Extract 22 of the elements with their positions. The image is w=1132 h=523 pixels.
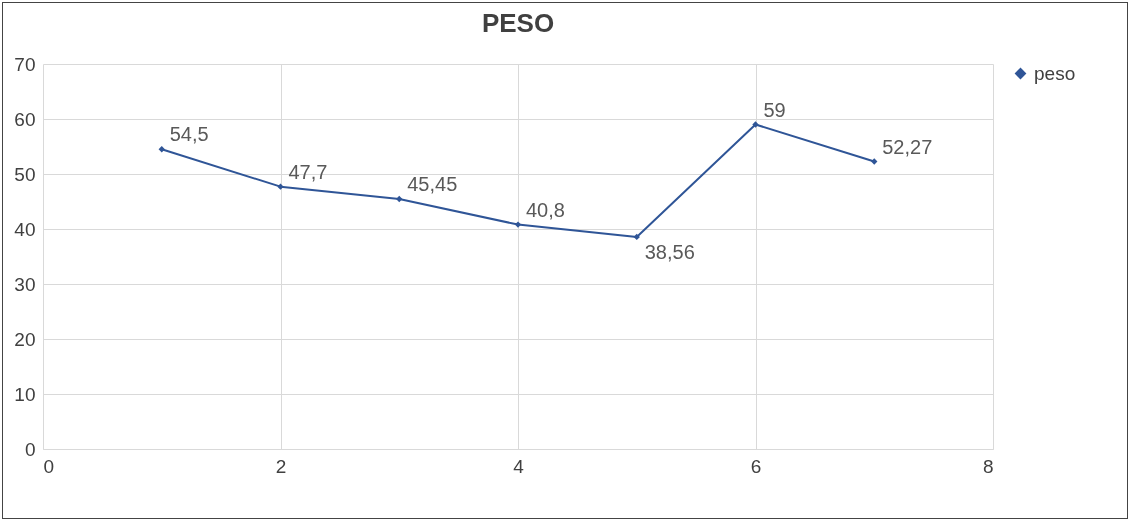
y-tick-label: 50 [14,163,36,185]
data-label: 52,27 [882,135,933,158]
y-tick-label: 0 [24,438,36,460]
data-label: 38,56 [644,240,695,263]
x-tick-label: 2 [275,455,287,477]
data-label: 47,7 [288,160,328,183]
y-tick-label: 10 [14,383,36,405]
data-label: 54,5 [169,123,209,146]
y-tick-label: 40 [14,218,36,240]
data-label: 59 [763,98,786,121]
x-tick-label: 0 [43,455,55,477]
data-label: 45,45 [407,173,458,196]
data-label: 40,8 [526,198,565,221]
chart-title: PESO [481,8,555,38]
y-tick-label: 20 [14,328,36,350]
x-tick-label: 6 [750,455,762,477]
legend-label: peso [1034,62,1076,84]
y-tick-label: 70 [14,53,36,75]
y-tick-label: 30 [14,273,36,295]
x-tick-label: 8 [982,455,994,477]
y-tick-label: 60 [14,108,36,130]
x-tick-label: 4 [513,455,525,477]
